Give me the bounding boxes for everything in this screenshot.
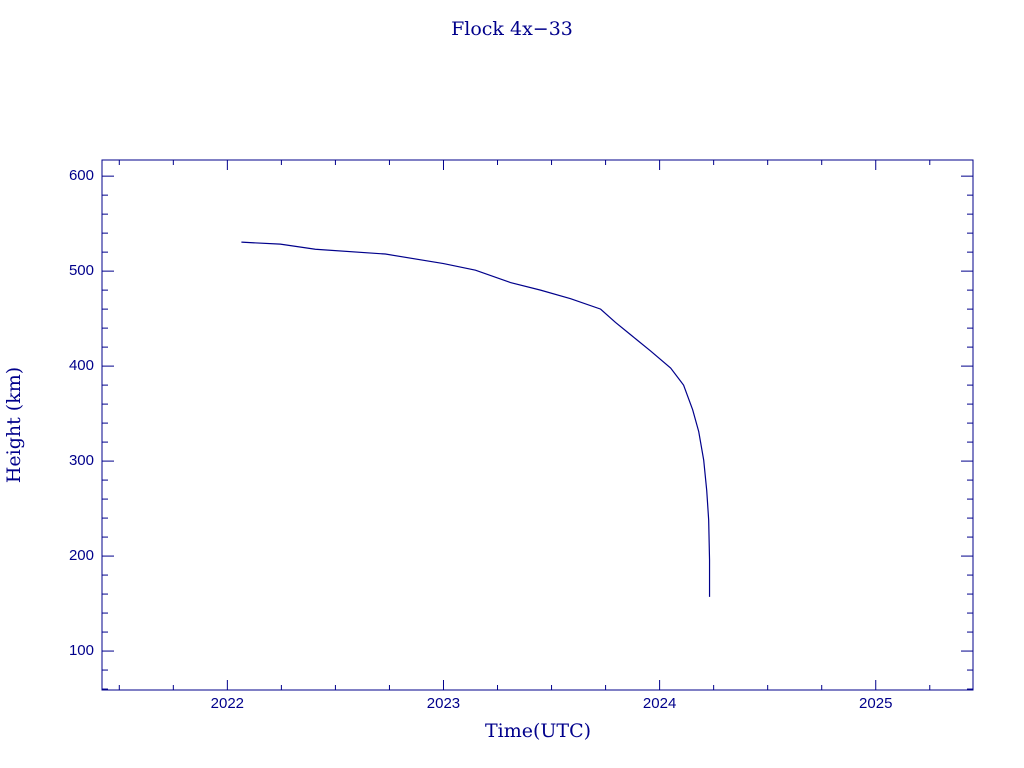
data-line (241, 241, 711, 597)
plot-frame (101, 159, 974, 691)
x-axis-label: Time(UTC) (485, 720, 591, 742)
y-axis-label: Height (km) (3, 367, 25, 483)
y-tick-label: 400 (69, 357, 94, 374)
x-tick-label: 2024 (643, 695, 676, 712)
y-tick-label: 600 (69, 167, 94, 184)
x-tick-label: 2022 (211, 695, 244, 712)
x-tick-label: 2025 (859, 695, 892, 712)
x-tick-label: 2023 (427, 695, 460, 712)
y-tick-label: 300 (69, 452, 94, 469)
y-tick-label: 200 (69, 547, 94, 564)
chart-title: Flock 4x−33 (451, 18, 573, 40)
y-tick-label: 100 (69, 642, 94, 659)
y-tick-label: 500 (69, 262, 94, 279)
